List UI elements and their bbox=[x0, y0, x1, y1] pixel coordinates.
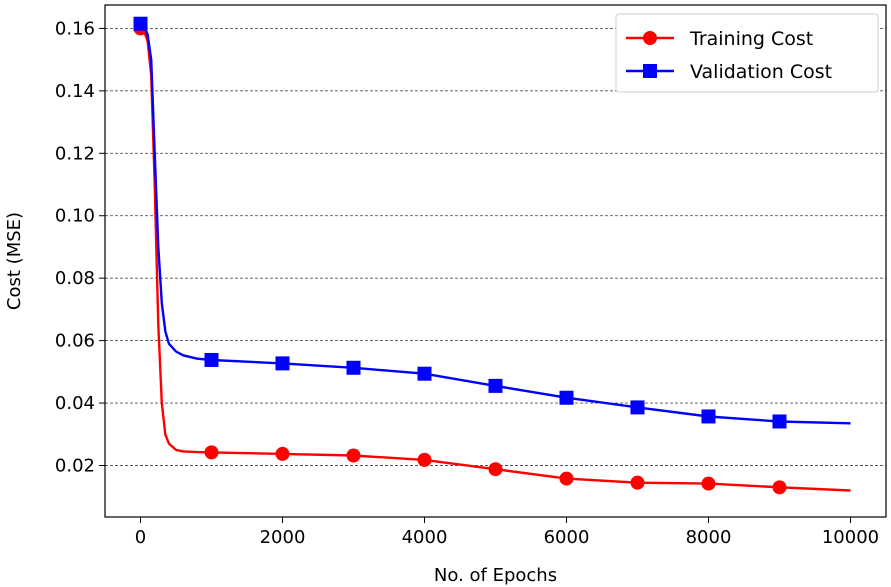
x-tick-label-5: 10000 bbox=[822, 527, 879, 548]
data-point-1-1 bbox=[204, 352, 219, 367]
data-point-1-6 bbox=[559, 390, 574, 405]
data-point-1-8 bbox=[701, 409, 716, 424]
series-line-0 bbox=[139, 27, 851, 492]
y-tick-label-3: 0.08 bbox=[55, 268, 95, 289]
series-training-cost bbox=[133, 21, 851, 495]
x-tick-label-3: 6000 bbox=[544, 527, 590, 548]
grid bbox=[105, 27, 886, 466]
y-tick-label-4: 0.10 bbox=[55, 206, 95, 227]
data-point-1-7 bbox=[630, 400, 645, 415]
legend-label-training-cost: Training Cost bbox=[689, 28, 813, 50]
data-point-0-9 bbox=[772, 480, 787, 495]
data-point-0-4 bbox=[417, 452, 432, 467]
y-tick-label-7: 0.16 bbox=[55, 18, 95, 39]
data-point-1-2 bbox=[275, 356, 290, 371]
data-point-1-0 bbox=[133, 16, 148, 31]
legend-item-validation-cost: Validation Cost bbox=[626, 61, 832, 83]
y-tick-label-1: 0.04 bbox=[55, 393, 95, 414]
data-point-1-4 bbox=[417, 366, 432, 381]
y-tick-label-2: 0.06 bbox=[55, 331, 95, 352]
x-tick-label-1: 2000 bbox=[260, 527, 306, 548]
legend-box bbox=[615, 13, 879, 93]
data-point-1-9 bbox=[772, 414, 787, 429]
data-point-0-3 bbox=[346, 448, 361, 463]
y-tick-label-0: 0.02 bbox=[55, 455, 95, 476]
legend-item-training-cost: Training Cost bbox=[626, 28, 813, 50]
y-axis-label: Cost (MSE) bbox=[4, 212, 25, 310]
data-point-0-2 bbox=[275, 446, 290, 461]
data-point-0-8 bbox=[701, 476, 716, 491]
legend-marker-training-cost bbox=[643, 31, 657, 45]
data-point-0-5 bbox=[488, 462, 503, 477]
y-tick-label-6: 0.14 bbox=[55, 81, 95, 102]
series-layer bbox=[133, 16, 851, 495]
plot-frame bbox=[104, 4, 887, 518]
data-point-0-6 bbox=[559, 471, 574, 486]
legend-marker-validation-cost bbox=[643, 64, 657, 78]
data-point-1-3 bbox=[346, 360, 361, 375]
x-tick-label-2: 4000 bbox=[402, 527, 448, 548]
data-point-0-7 bbox=[630, 475, 645, 490]
series-line-1 bbox=[140, 22, 851, 425]
y-tick-label-5: 0.12 bbox=[55, 143, 95, 164]
series-validation-cost bbox=[133, 16, 851, 429]
legend-label-validation-cost: Validation Cost bbox=[690, 61, 832, 83]
x-tick-label-4: 8000 bbox=[686, 527, 732, 548]
data-point-1-5 bbox=[488, 378, 503, 393]
legend: Training Cost Validation Cost bbox=[615, 13, 879, 93]
x-tick-label-0: 0 bbox=[135, 527, 146, 548]
x-axis-label: No. of Epochs bbox=[434, 565, 557, 586]
ticks: 0 2000 4000 6000 8000 10000 0.02 0.04 0.06 0.08 0.… bbox=[55, 18, 879, 548]
data-point-0-1 bbox=[204, 445, 219, 460]
